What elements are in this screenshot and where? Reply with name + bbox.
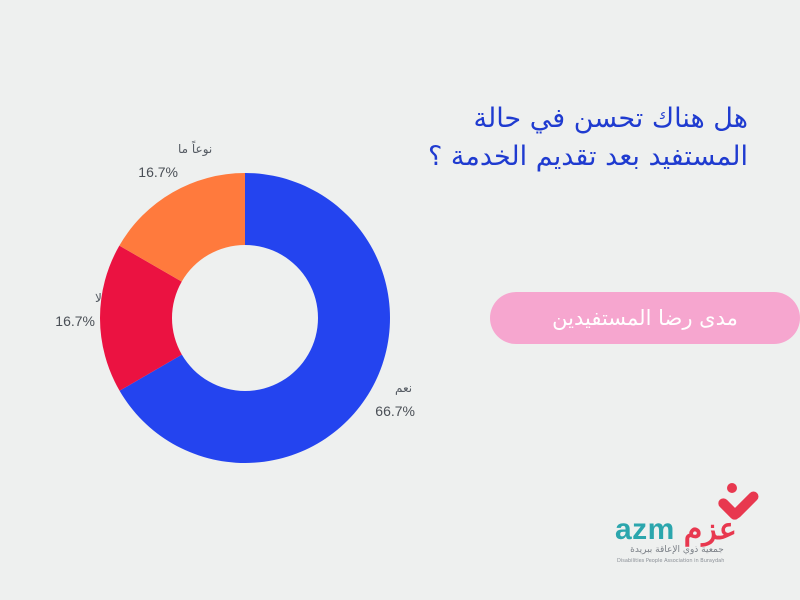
donut-slice-2 [99, 245, 182, 391]
slice-percent-label: 66.7% [375, 403, 415, 419]
logo-subtitle-ar: جمعية ذوي الإعاقة ببريدة [630, 545, 724, 555]
slice-category-label: نعم [395, 381, 412, 395]
question-title: هل هناك تحسن في حالة المستفيد بعد تقديم … [328, 100, 748, 176]
logo-heart-icon [718, 483, 759, 520]
question-line-2: المستفيد بعد تقديم الخدمة ؟ [427, 141, 748, 172]
slice-category-label: نوعاً ما [178, 140, 212, 157]
question-line-1: هل هناك تحسن في حالة [473, 103, 749, 134]
logo-subtitle-en: Disabilities People Association in Buray… [617, 558, 725, 564]
logo-latin: azm [615, 513, 675, 546]
slice-percent-label: 16.7% [55, 313, 95, 329]
logo-arabic: عزم [683, 513, 737, 546]
donut-slice-3 [119, 173, 245, 282]
donut-slice-1 [119, 173, 391, 463]
logo-wordmark: azm عزم [615, 512, 737, 547]
slice-category-label: لا [95, 291, 102, 305]
azm-logo: azm عزم جمعية ذوي الإعاقة ببريدة Disabil… [615, 478, 775, 568]
satisfaction-pill: مدى رضا المستفيدين [490, 292, 800, 344]
slice-percent-label: 16.7% [138, 164, 178, 180]
